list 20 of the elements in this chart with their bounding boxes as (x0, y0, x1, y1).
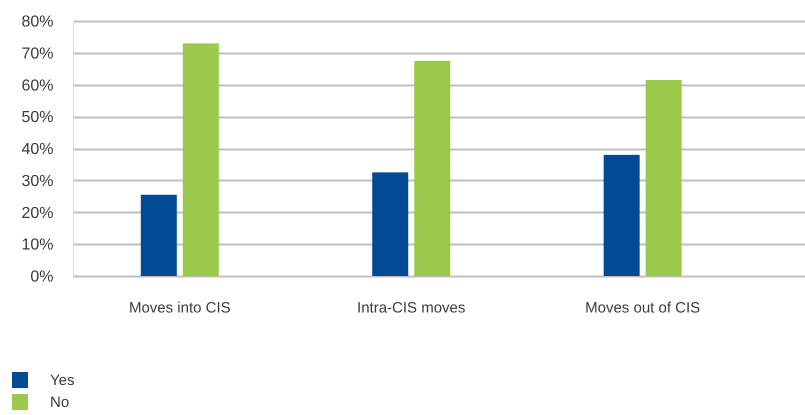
bar (372, 172, 408, 276)
bar (414, 60, 450, 276)
x-tick-label: Moves out of CIS (585, 300, 700, 316)
bar (646, 80, 682, 276)
legend-label: Yes (50, 372, 74, 389)
y-tick-label: 0% (30, 268, 54, 286)
bar (140, 194, 177, 276)
bar (604, 154, 640, 276)
y-tick-label: 40% (21, 141, 54, 158)
bar (182, 43, 219, 276)
y-tick-label: 50% (21, 109, 54, 126)
y-tick-label: 20% (21, 204, 54, 222)
y-tick-label: 30% (21, 172, 54, 190)
x-tick-label: Intra-CIS moves (357, 300, 466, 316)
legend-label: No (50, 394, 70, 411)
x-tick-label: Moves into CIS (128, 300, 231, 316)
y-tick-label: 70% (21, 45, 54, 62)
y-tick-label: 80% (21, 14, 54, 30)
y-tick-label: 60% (21, 77, 54, 94)
y-tick-label: 10% (21, 236, 54, 254)
